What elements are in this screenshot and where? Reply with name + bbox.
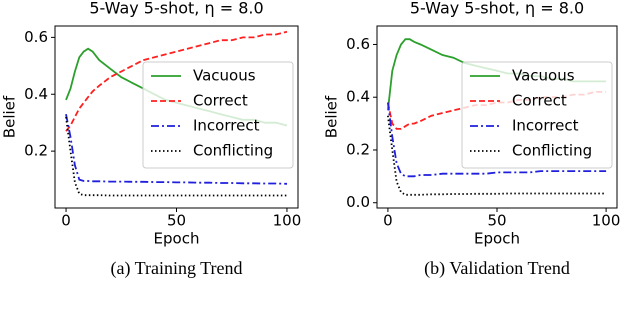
legend-label: Correct bbox=[512, 92, 567, 110]
chart-title: 5-Way 5-shot, η = 8.0 bbox=[89, 0, 263, 18]
y-axis-label: Belief bbox=[323, 95, 341, 138]
x-tick-label: 0 bbox=[383, 212, 393, 230]
line-dashdot bbox=[387, 102, 607, 178]
y-tick-label: 0.6 bbox=[346, 35, 370, 53]
plot-frame bbox=[54, 25, 299, 209]
legend-label: Conflicting bbox=[512, 142, 592, 160]
x-tick-label: 50 bbox=[167, 212, 186, 230]
plot-frame bbox=[376, 25, 618, 209]
legend-label: Correct bbox=[193, 92, 248, 110]
y-tick-label: 0.4 bbox=[24, 85, 48, 103]
x-axis-label: Epoch bbox=[154, 230, 200, 248]
caption: (a) Training Trend bbox=[110, 258, 242, 279]
legend-box bbox=[461, 61, 613, 169]
legend-label: Vacuous bbox=[193, 67, 256, 85]
y-tick-label: 0.6 bbox=[24, 28, 48, 46]
x-tick-label: 0 bbox=[61, 212, 71, 230]
legend-label: Incorrect bbox=[512, 117, 579, 135]
y-tick-label: 0.4 bbox=[346, 88, 370, 106]
line-dashdot bbox=[65, 114, 288, 185]
caption: (b) Validation Trend bbox=[424, 258, 570, 279]
y-axis-label: Belief bbox=[1, 95, 19, 138]
line-dotted bbox=[387, 115, 607, 196]
x-tick-label: 50 bbox=[487, 212, 506, 230]
y-tick-label: 0.0 bbox=[346, 193, 370, 211]
legend-label: Incorrect bbox=[193, 117, 260, 135]
y-tick-label: 0.2 bbox=[346, 140, 370, 158]
x-axis-label: Epoch bbox=[474, 230, 520, 248]
line-dashed bbox=[65, 30, 288, 132]
x-tick-label: 100 bbox=[592, 212, 621, 230]
legend-label: Vacuous bbox=[512, 67, 575, 85]
legend-label: Conflicting bbox=[193, 142, 273, 160]
y-tick-label: 0.2 bbox=[24, 142, 48, 160]
chart-title: 5-Way 5-shot, η = 8.0 bbox=[410, 0, 584, 18]
x-tick-label: 100 bbox=[273, 212, 302, 230]
legend-box bbox=[142, 61, 294, 169]
